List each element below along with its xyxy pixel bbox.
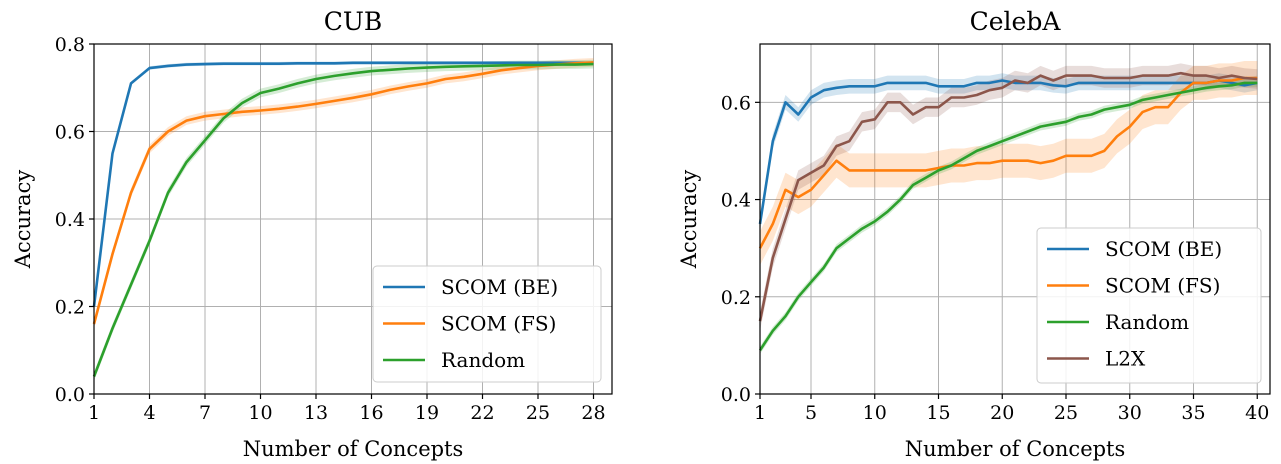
x-tick-label: 10 — [248, 402, 272, 424]
chart-panel-1: 1 5 10 15 20 25 30 35 400.00.20.40.6CelebANumber… — [677, 7, 1271, 461]
legend-label-1: SCOM (FS) — [441, 312, 556, 336]
series-line-1 — [758, 76, 1258, 249]
legend-box — [372, 265, 602, 383]
x-tick-label: 1 — [754, 402, 766, 424]
legend-label-2: Random — [441, 348, 525, 372]
chart-title: CelebA — [970, 7, 1062, 36]
plot-frame — [759, 43, 1271, 395]
x-tick-label: 7 — [199, 402, 211, 424]
y-axis-label: Accuracy — [677, 170, 701, 270]
y-axis-label: Accuracy — [11, 170, 35, 270]
x-tick-label: 25 — [526, 402, 550, 424]
y-tick-label: 0.4 — [721, 190, 751, 212]
y-tick-label: 0.2 — [721, 287, 751, 309]
x-tick-label: 40 — [1245, 402, 1269, 424]
series-band-1 — [760, 61, 1258, 266]
legend-box — [1036, 227, 1262, 384]
legend: SCOM (BE) SCOM (FS) Random — [372, 265, 602, 383]
legend-label-0: SCOM (BE) — [441, 275, 558, 299]
y-tick-label: 0.6 — [721, 92, 751, 114]
x-tick-label: 13 — [304, 402, 328, 424]
series-line-2 — [758, 81, 1258, 352]
x-tick-label: 1 — [88, 402, 100, 424]
chart-title: CUB — [324, 7, 383, 36]
series-band-0 — [760, 73, 1258, 232]
x-tick-label: 4 — [143, 402, 155, 424]
x-tick-label: 30 — [1118, 402, 1142, 424]
chart-panel-0: 1 4 7 10 13 16 19 22 25 28 0.0 0.2 0.4 0.6 0.8 CUB Numbe… — [11, 7, 613, 461]
x-axis-label: Number of Concepts — [243, 437, 464, 461]
x-tick-label: 22 — [470, 402, 494, 424]
legend-label-2: Random — [1105, 310, 1189, 334]
y-tick-label: 0.0 — [55, 384, 85, 406]
x-tick-label: 20 — [990, 402, 1014, 424]
series-line-0 — [92, 61, 594, 307]
series-line-3 — [758, 71, 1258, 322]
y-tick-label: 0.4 — [55, 209, 85, 231]
series-line-1 — [92, 61, 594, 325]
y-tick-label: 0.2 — [55, 297, 85, 319]
x-tick-label: 15 — [926, 402, 950, 424]
series-line-2 — [92, 62, 594, 377]
x-tick-label: 19 — [415, 402, 439, 424]
x-tick-label: 35 — [1181, 402, 1205, 424]
series-line-0 — [758, 79, 1258, 225]
x-tick-label: 25 — [1054, 402, 1078, 424]
y-tick-label: 0.8 — [55, 34, 85, 56]
legend-label-1: SCOM (FS) — [1105, 274, 1220, 298]
y-tick-label: 0.0 — [721, 384, 751, 406]
legend-label-3: L2X — [1105, 347, 1146, 371]
x-tick-label: 16 — [359, 402, 383, 424]
legend: SCOM (BE) SCOM (FS) Random L2X — [1036, 227, 1262, 384]
legend-label-0: SCOM (BE) — [1105, 237, 1222, 261]
x-tick-label: 5 — [805, 402, 817, 424]
x-tick-label: 28 — [581, 402, 605, 424]
x-tick-label: 10 — [863, 402, 887, 424]
y-tick-label: 0.6 — [55, 122, 85, 144]
x-axis-label: Number of Concepts — [905, 437, 1126, 461]
